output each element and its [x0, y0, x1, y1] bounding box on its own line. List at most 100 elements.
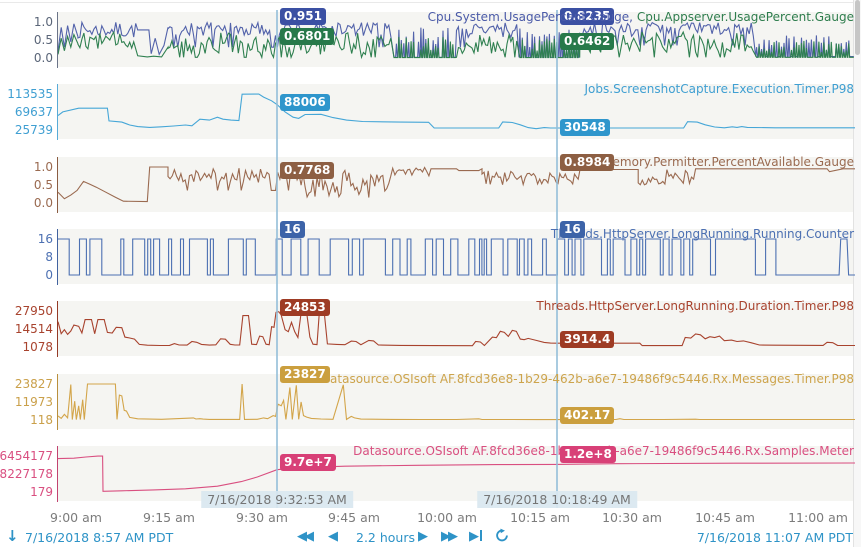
- cursor-value-badge: 88006: [280, 94, 330, 111]
- y-axis-tick: 1.0: [33, 160, 53, 174]
- cursor-value-badge: 402.17: [560, 407, 615, 424]
- range-start-datetime: 7/16/2018 8:57 AM PDT: [25, 530, 174, 545]
- scrollbar-thumb[interactable]: [855, 0, 860, 55]
- range-end-datetime: 7/16/2018 11:07 AM PDT: [696, 530, 853, 545]
- chart-title-part: Cpu.Appserver.UsagePercent.Gauge: [636, 10, 854, 24]
- y-axis-tick: 118: [30, 413, 53, 427]
- chart-line-svg: [58, 455, 855, 492]
- y-axis-line: [57, 84, 58, 140]
- chart-title: Threads.HttpServer.LongRunning.Duration.…: [536, 299, 854, 314]
- fast-forward-button[interactable]: ▶▶: [441, 529, 458, 544]
- time-cursor-1[interactable]: [276, 10, 278, 508]
- y-axis-tick: 0.0: [33, 51, 53, 65]
- cursor-timestamp: 7/16/2018 10:18:49 AM: [477, 491, 637, 508]
- series-line: [58, 238, 855, 276]
- step-forward-button[interactable]: ▶: [418, 529, 428, 544]
- y-axis-tick: 0.5: [33, 33, 53, 47]
- chart-title-part: Threads.HttpServer.LongRunning.Running.C…: [550, 227, 854, 241]
- y-axis-tick: 179: [30, 485, 53, 499]
- cursor-value-badge: 0.951: [280, 8, 326, 25]
- cursor-value-badge: 3914.4: [560, 331, 615, 348]
- chart-title-part: Threads.HttpServer.LongRunning.Duration.…: [536, 299, 854, 313]
- cursor-value-badge: 0.6462: [560, 33, 615, 50]
- x-axis-label: 11:00 am: [788, 510, 848, 525]
- y-axis-line: [57, 446, 58, 502]
- y-axis-tick: 0: [45, 268, 53, 282]
- chart-title-part: Cpu.System.UsagePercent.Gauge,: [427, 10, 637, 24]
- y-axis-tick: 69637: [14, 105, 53, 119]
- refresh-button[interactable]: [495, 528, 509, 546]
- chart-line-svg: [58, 166, 855, 203]
- chart-plot-area[interactable]: [58, 84, 855, 139]
- chart-title-part: Memory.Permitter.PercentAvailable.Gauge: [602, 155, 854, 169]
- chart-title-part: Jobs.ScreenshotCapture.Execution.Timer.P…: [584, 82, 854, 96]
- skip-to-end-bar: [480, 530, 482, 541]
- chart-line-svg: [58, 383, 855, 421]
- x-axis-label: 10:00 am: [417, 510, 477, 525]
- chart-line-svg: [58, 238, 855, 276]
- y-axis-tick: 16: [37, 232, 53, 246]
- y-axis-tick: 8: [45, 250, 53, 264]
- cursor-value-badge: 0.8235: [560, 8, 615, 25]
- y-axis-line: [57, 374, 58, 430]
- y-axis-line: [57, 229, 58, 285]
- chart-title: Memory.Permitter.PercentAvailable.Gauge: [602, 155, 854, 170]
- y-axis-line: [57, 301, 58, 357]
- cursor-value-badge: 1.2e+8: [560, 446, 616, 463]
- series-line: [58, 383, 855, 421]
- chart-line-svg: [58, 310, 855, 347]
- series-line: [58, 310, 855, 347]
- y-axis-tick: 27950: [14, 304, 53, 318]
- chart-title-part: Datasource.OSIsoft AF.8fcd36e8-1b29-462b…: [320, 372, 854, 386]
- rewind-button[interactable]: ◀◀: [297, 529, 314, 544]
- y-axis-tick: 0.5: [33, 178, 53, 192]
- series-line: [58, 166, 855, 203]
- time-cursor-2[interactable]: [556, 10, 558, 508]
- x-axis-label: 9:45 am: [328, 510, 380, 525]
- chart-title: Jobs.ScreenshotCapture.Execution.Timer.P…: [585, 82, 854, 97]
- cursor-value-badge: 24853: [280, 299, 330, 316]
- cursor-timestamp: 7/16/2018 9:32:53 AM: [201, 491, 353, 508]
- refresh-icon: [496, 528, 508, 542]
- x-axis-label: 9:00 am: [50, 510, 102, 525]
- chart-plot-area[interactable]: [58, 301, 855, 356]
- vertical-scrollbar[interactable]: [853, 0, 861, 547]
- x-axis-label: 10:45 am: [695, 510, 755, 525]
- x-axis-label: 10:30 am: [602, 510, 662, 525]
- y-axis-tick: 156454177: [0, 449, 53, 463]
- x-axis-label: 9:15 am: [143, 510, 195, 525]
- playback-toolbar: ↓ 7/16/2018 8:57 AM PDT ◀◀ ◀ 2.2 hours ▶…: [0, 528, 861, 547]
- chart-title: Threads.HttpServer.LongRunning.Running.C…: [551, 227, 854, 242]
- series-line: [58, 93, 855, 130]
- cursor-value-badge: 9.7e+7: [280, 454, 336, 471]
- x-axis-label: 10:15 am: [510, 510, 570, 525]
- series-line: [58, 30, 854, 60]
- y-axis-tick: 23827: [14, 377, 53, 391]
- chart-line-svg: [58, 93, 855, 130]
- series-line: [58, 20, 854, 58]
- cursor-value-badge: 23827: [280, 366, 330, 383]
- chart-line-svg: [58, 20, 854, 60]
- cursor-value-badge: 16: [560, 221, 585, 238]
- cursor-value-badge: 30548: [560, 119, 610, 136]
- cursor-value-badge: 16: [280, 221, 305, 238]
- skip-to-end-icon: ▶: [469, 529, 479, 544]
- x-axis-label: 9:30 am: [236, 510, 288, 525]
- cursor-value-badge: 0.8984: [560, 154, 615, 171]
- cursor-value-badge: 0.6801: [280, 28, 335, 45]
- chart-plot-area[interactable]: [58, 229, 855, 284]
- jump-down-icon[interactable]: ↓: [6, 527, 19, 545]
- series-line: [58, 455, 855, 492]
- skip-to-end-button[interactable]: ▶: [469, 529, 482, 545]
- y-axis-tick: 113535: [7, 87, 53, 101]
- y-axis-tick: 1078: [22, 340, 53, 354]
- chart-plot-area[interactable]: [58, 446, 855, 501]
- y-axis-tick: 14514: [14, 322, 53, 336]
- y-axis-tick: 11973: [14, 395, 53, 409]
- chart-title: Datasource.OSIsoft AF.8fcd36e8-1b29-462b…: [321, 372, 854, 387]
- chart-plot-area[interactable]: [58, 157, 855, 212]
- y-axis-tick: 1.0: [33, 15, 53, 29]
- time-window-duration[interactable]: 2.2 hours: [356, 530, 415, 545]
- step-back-button[interactable]: ◀: [328, 529, 338, 544]
